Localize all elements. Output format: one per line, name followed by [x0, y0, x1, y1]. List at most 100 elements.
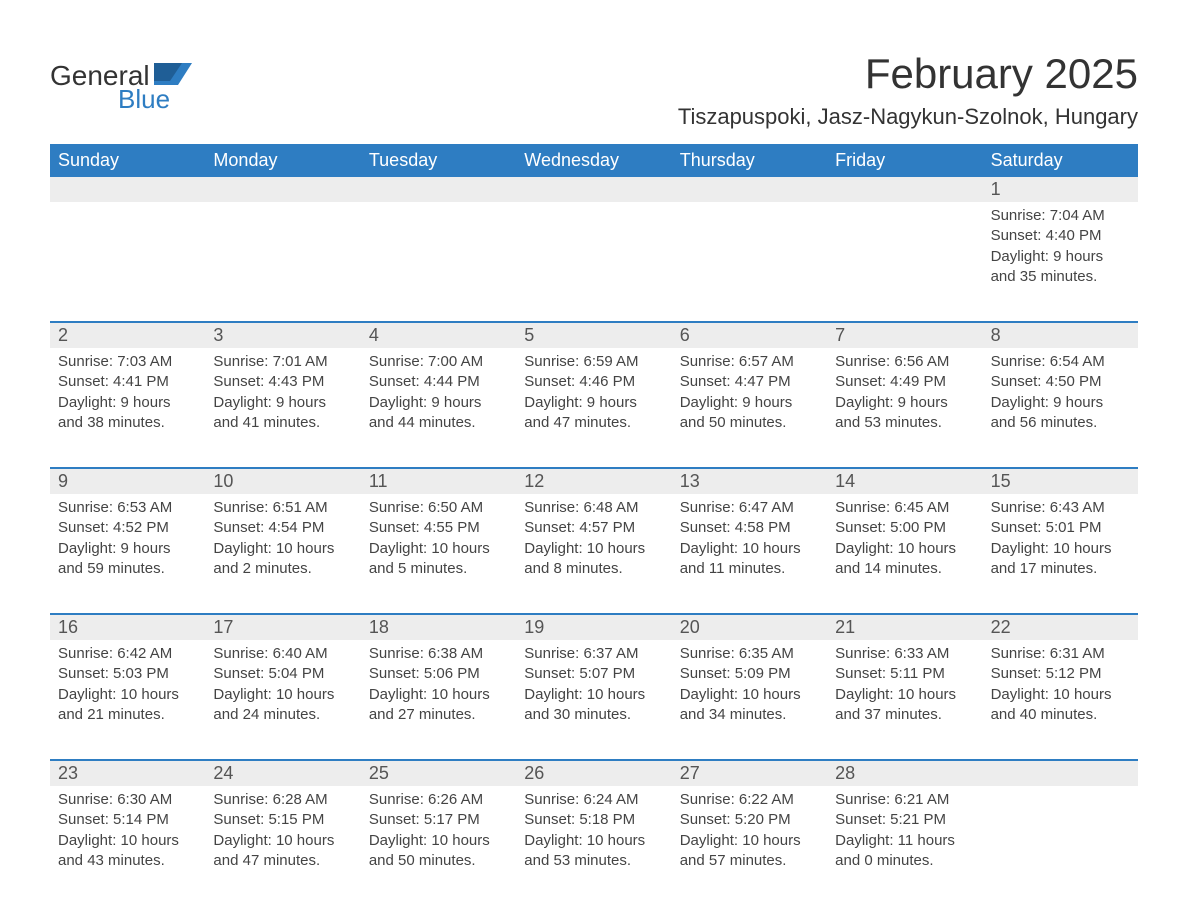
- header: General Blue February 2025 Tiszapuspoki,…: [50, 50, 1138, 130]
- sunset-text: Sunset: 4:46 PM: [524, 372, 663, 392]
- day-number: 12: [516, 469, 671, 494]
- flag-icon: [154, 63, 192, 85]
- sunrise-text: Sunrise: 6:30 AM: [58, 790, 197, 810]
- sunrise-text: Sunrise: 6:26 AM: [369, 790, 508, 810]
- sunset-text: Sunset: 4:44 PM: [369, 372, 508, 392]
- sunset-text: Sunset: 5:06 PM: [369, 664, 508, 684]
- daynum-row: 1: [50, 177, 1138, 202]
- dl1-text: Daylight: 9 hours: [524, 393, 663, 413]
- day-cell: Sunrise: 6:22 AMSunset: 5:20 PMDaylight:…: [672, 786, 827, 881]
- dl1-text: Daylight: 10 hours: [835, 685, 974, 705]
- day-number: 3: [205, 323, 360, 348]
- dl1-text: Daylight: 9 hours: [58, 393, 197, 413]
- dl2-text: and 38 minutes.: [58, 413, 197, 433]
- day-cell: Sunrise: 6:30 AMSunset: 5:14 PMDaylight:…: [50, 786, 205, 881]
- dl1-text: Daylight: 10 hours: [369, 831, 508, 851]
- dl2-text: and 47 minutes.: [524, 413, 663, 433]
- dl1-text: Daylight: 10 hours: [213, 831, 352, 851]
- day-cell: Sunrise: 7:03 AMSunset: 4:41 PMDaylight:…: [50, 348, 205, 443]
- dl1-text: Daylight: 10 hours: [213, 539, 352, 559]
- sunset-text: Sunset: 4:55 PM: [369, 518, 508, 538]
- dl1-text: Daylight: 10 hours: [369, 539, 508, 559]
- sunset-text: Sunset: 4:43 PM: [213, 372, 352, 392]
- day-number: 15: [983, 469, 1138, 494]
- day-number: 22: [983, 615, 1138, 640]
- dl2-text: and 37 minutes.: [835, 705, 974, 725]
- week-cells: Sunrise: 6:30 AMSunset: 5:14 PMDaylight:…: [50, 786, 1138, 881]
- sunset-text: Sunset: 5:15 PM: [213, 810, 352, 830]
- sunset-text: Sunset: 5:21 PM: [835, 810, 974, 830]
- day-number: 16: [50, 615, 205, 640]
- dl2-text: and 47 minutes.: [213, 851, 352, 871]
- sunrise-text: Sunrise: 6:45 AM: [835, 498, 974, 518]
- dl2-text: and 50 minutes.: [369, 851, 508, 871]
- dl2-text: and 24 minutes.: [213, 705, 352, 725]
- sunrise-text: Sunrise: 6:38 AM: [369, 644, 508, 664]
- day-cell: Sunrise: 6:57 AMSunset: 4:47 PMDaylight:…: [672, 348, 827, 443]
- sunrise-text: Sunrise: 7:04 AM: [991, 206, 1130, 226]
- sunset-text: Sunset: 4:54 PM: [213, 518, 352, 538]
- day-cell: [205, 202, 360, 297]
- daynum-row: 232425262728: [50, 761, 1138, 786]
- day-number: 11: [361, 469, 516, 494]
- day-number: 8: [983, 323, 1138, 348]
- sunset-text: Sunset: 5:01 PM: [991, 518, 1130, 538]
- sunset-text: Sunset: 5:00 PM: [835, 518, 974, 538]
- day-cell: Sunrise: 6:56 AMSunset: 4:49 PMDaylight:…: [827, 348, 982, 443]
- sunrise-text: Sunrise: 6:48 AM: [524, 498, 663, 518]
- day-cell: Sunrise: 7:01 AMSunset: 4:43 PMDaylight:…: [205, 348, 360, 443]
- sunrise-text: Sunrise: 6:50 AM: [369, 498, 508, 518]
- sunrise-text: Sunrise: 6:21 AM: [835, 790, 974, 810]
- sunrise-text: Sunrise: 6:53 AM: [58, 498, 197, 518]
- sunrise-text: Sunrise: 6:59 AM: [524, 352, 663, 372]
- sunrise-text: Sunrise: 6:31 AM: [991, 644, 1130, 664]
- day-number: 4: [361, 323, 516, 348]
- day-number: 2: [50, 323, 205, 348]
- day-headers: Sunday Monday Tuesday Wednesday Thursday…: [50, 144, 1138, 177]
- day-header: Friday: [827, 144, 982, 177]
- day-cell: Sunrise: 6:42 AMSunset: 5:03 PMDaylight:…: [50, 640, 205, 735]
- day-number: [361, 177, 516, 202]
- daynum-row: 16171819202122: [50, 615, 1138, 640]
- sunrise-text: Sunrise: 6:47 AM: [680, 498, 819, 518]
- dl1-text: Daylight: 10 hours: [524, 685, 663, 705]
- dl1-text: Daylight: 10 hours: [991, 685, 1130, 705]
- dl2-text: and 5 minutes.: [369, 559, 508, 579]
- day-cell: [827, 202, 982, 297]
- calendar: Sunday Monday Tuesday Wednesday Thursday…: [50, 144, 1138, 881]
- day-header: Thursday: [672, 144, 827, 177]
- day-cell: Sunrise: 6:38 AMSunset: 5:06 PMDaylight:…: [361, 640, 516, 735]
- day-number: 20: [672, 615, 827, 640]
- dl1-text: Daylight: 9 hours: [213, 393, 352, 413]
- dl2-text: and 11 minutes.: [680, 559, 819, 579]
- logo-text-blue: Blue: [118, 84, 170, 115]
- dl2-text: and 30 minutes.: [524, 705, 663, 725]
- daynum-row: 9101112131415: [50, 469, 1138, 494]
- title-block: February 2025 Tiszapuspoki, Jasz-Nagykun…: [678, 50, 1138, 130]
- week-cells: Sunrise: 7:04 AMSunset: 4:40 PMDaylight:…: [50, 202, 1138, 297]
- day-cell: Sunrise: 6:48 AMSunset: 4:57 PMDaylight:…: [516, 494, 671, 589]
- week-cells: Sunrise: 6:53 AMSunset: 4:52 PMDaylight:…: [50, 494, 1138, 589]
- day-number: 10: [205, 469, 360, 494]
- day-number: 19: [516, 615, 671, 640]
- sunrise-text: Sunrise: 6:33 AM: [835, 644, 974, 664]
- day-number: 5: [516, 323, 671, 348]
- sunrise-text: Sunrise: 6:28 AM: [213, 790, 352, 810]
- day-cell: Sunrise: 6:53 AMSunset: 4:52 PMDaylight:…: [50, 494, 205, 589]
- dl2-text: and 43 minutes.: [58, 851, 197, 871]
- dl2-text: and 56 minutes.: [991, 413, 1130, 433]
- sunset-text: Sunset: 5:11 PM: [835, 664, 974, 684]
- sunset-text: Sunset: 5:03 PM: [58, 664, 197, 684]
- sunset-text: Sunset: 4:47 PM: [680, 372, 819, 392]
- sunset-text: Sunset: 4:40 PM: [991, 226, 1130, 246]
- day-number: 24: [205, 761, 360, 786]
- day-number: 27: [672, 761, 827, 786]
- dl2-text: and 8 minutes.: [524, 559, 663, 579]
- dl1-text: Daylight: 10 hours: [680, 685, 819, 705]
- dl2-text: and 59 minutes.: [58, 559, 197, 579]
- dl2-text: and 41 minutes.: [213, 413, 352, 433]
- sunrise-text: Sunrise: 6:40 AM: [213, 644, 352, 664]
- logo: General Blue: [50, 50, 192, 115]
- dl2-text: and 17 minutes.: [991, 559, 1130, 579]
- sunrise-text: Sunrise: 6:54 AM: [991, 352, 1130, 372]
